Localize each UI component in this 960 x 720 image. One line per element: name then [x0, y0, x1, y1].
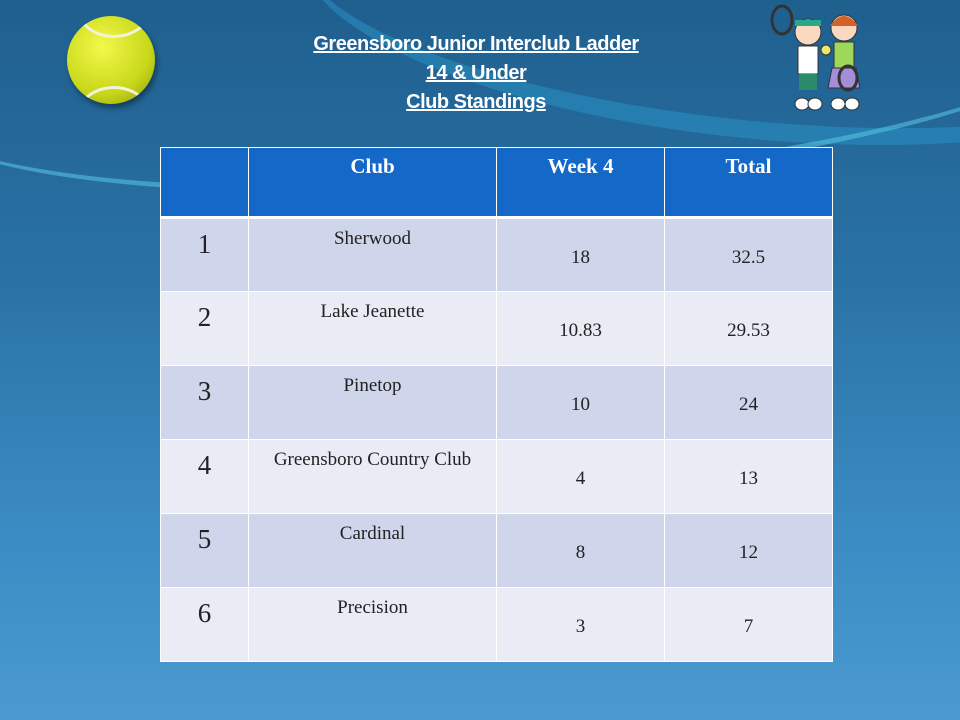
slide-title: Greensboro Junior Interclub Ladder 14 & …: [0, 30, 952, 117]
rank-cell: 3: [160, 365, 249, 440]
total-cell: 29.53: [664, 291, 833, 366]
title-line-1: Greensboro Junior Interclub Ladder: [313, 33, 639, 55]
total-cell: 32.5: [664, 217, 833, 292]
header-rank: [160, 147, 249, 219]
table-row: 1 Sherwood 18 32.5: [160, 217, 833, 292]
title-line-3: Club Standings: [406, 91, 546, 113]
standings-table: Club Week 4 Total 1 Sherwood 18 32.5 2 L…: [160, 147, 833, 662]
total-cell: 7: [664, 587, 833, 662]
title-line-2: 14 & Under: [425, 62, 527, 84]
club-cell: Cardinal: [248, 513, 497, 588]
club-cell: Sherwood: [248, 217, 497, 292]
header-total: Total: [664, 147, 833, 219]
rank-cell: 2: [160, 291, 249, 366]
tennis-kids-illustration-icon: [770, 4, 861, 111]
week4-cell: 18: [496, 217, 665, 292]
rank-cell: 6: [160, 587, 249, 662]
rank-cell: 4: [160, 439, 249, 514]
table-row: 3 Pinetop 10 24: [160, 365, 833, 440]
club-cell: Lake Jeanette: [248, 291, 497, 366]
table-row: 2 Lake Jeanette 10.83 29.53: [160, 291, 833, 366]
header-week4: Week 4: [496, 147, 665, 219]
rank-cell: 5: [160, 513, 249, 588]
week4-cell: 8: [496, 513, 665, 588]
week4-cell: 10: [496, 365, 665, 440]
week4-cell: 3: [496, 587, 665, 662]
table-row: 6 Precision 3 7: [160, 587, 833, 662]
total-cell: 13: [664, 439, 833, 514]
club-cell: Precision: [248, 587, 497, 662]
total-cell: 12: [664, 513, 833, 588]
club-cell: Pinetop: [248, 365, 497, 440]
table-row: 5 Cardinal 8 12: [160, 513, 833, 588]
total-cell: 24: [664, 365, 833, 440]
club-cell: Greensboro Country Club: [248, 439, 497, 514]
week4-cell: 10.83: [496, 291, 665, 366]
table-row: 4 Greensboro Country Club 4 13: [160, 439, 833, 514]
header-club: Club: [248, 147, 497, 219]
table-header-row: Club Week 4 Total: [160, 147, 833, 219]
rank-cell: 1: [160, 217, 249, 292]
week4-cell: 4: [496, 439, 665, 514]
